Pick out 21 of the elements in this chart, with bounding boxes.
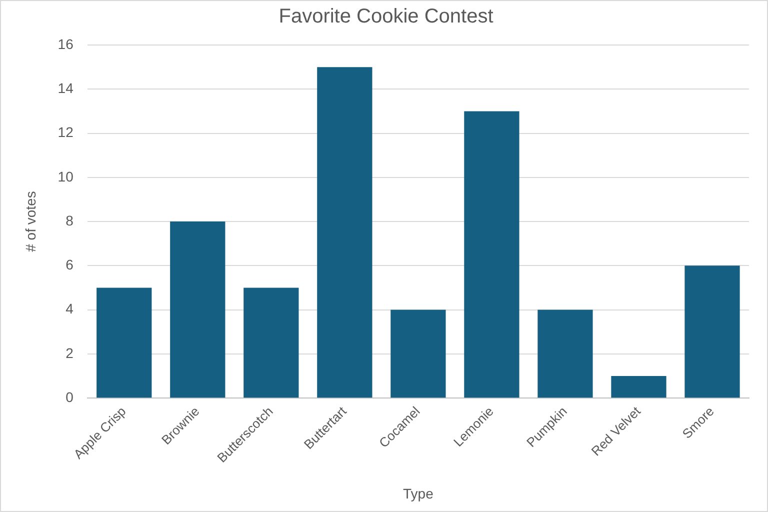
y-tick-label: 16	[58, 36, 74, 52]
y-tick-label: 4	[66, 300, 74, 317]
bar	[244, 288, 299, 398]
bar	[538, 310, 593, 398]
bar	[611, 376, 666, 398]
bar	[390, 310, 446, 398]
y-tick-label: 8	[66, 212, 74, 228]
y-tick-label: 14	[58, 80, 74, 96]
y-tick-label: 12	[58, 124, 74, 140]
x-axis-title: Type	[403, 485, 434, 502]
bar	[96, 288, 152, 398]
bar	[684, 266, 740, 398]
y-tick-label: 0	[66, 388, 74, 405]
y-tick-label: 10	[58, 168, 74, 184]
y-axis-title: # of votes	[22, 191, 38, 252]
bar	[464, 111, 520, 398]
bar	[317, 67, 372, 398]
bar	[170, 222, 226, 398]
y-tick-label: 6	[66, 256, 74, 273]
y-tick-label: 2	[66, 344, 74, 361]
chart-title: Favorite Cookie Contest	[278, 6, 494, 28]
